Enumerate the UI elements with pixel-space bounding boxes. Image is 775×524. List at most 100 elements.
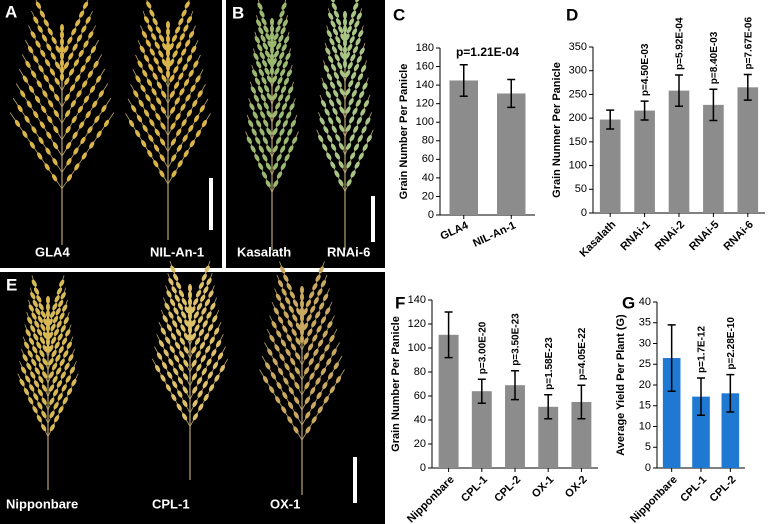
grain <box>193 114 200 123</box>
grain <box>190 332 197 341</box>
grain <box>154 364 161 373</box>
grain <box>103 119 110 127</box>
grain <box>159 138 166 146</box>
grain <box>292 136 298 144</box>
grain <box>265 33 271 41</box>
grain <box>276 59 282 68</box>
grain <box>322 293 329 301</box>
grain <box>282 391 288 400</box>
grain <box>303 367 310 375</box>
error-bar <box>606 109 615 130</box>
grain <box>67 36 73 45</box>
grain <box>168 311 174 319</box>
grain <box>258 162 264 170</box>
grain <box>60 66 64 74</box>
grain <box>362 143 368 151</box>
error-bar <box>726 373 735 413</box>
grain <box>172 50 178 58</box>
grain <box>330 20 336 28</box>
grain <box>188 312 192 320</box>
grain <box>153 160 159 168</box>
grain <box>50 336 57 345</box>
bar <box>497 93 526 215</box>
grain <box>300 300 304 308</box>
grain <box>189 139 195 148</box>
grain <box>293 426 299 434</box>
grain <box>147 150 153 158</box>
grain <box>98 90 104 98</box>
grain <box>69 366 76 374</box>
grain <box>201 119 208 128</box>
grain <box>272 145 278 153</box>
grain <box>35 1 42 9</box>
grain <box>133 90 139 98</box>
grain <box>360 65 367 73</box>
grain <box>33 16 39 24</box>
grain <box>35 40 41 48</box>
grain <box>249 103 255 111</box>
grain <box>256 60 262 69</box>
bar <box>721 393 740 468</box>
grain <box>303 352 309 360</box>
grain <box>25 60 31 68</box>
grain <box>60 59 64 67</box>
grain <box>71 115 77 124</box>
grain <box>319 117 325 125</box>
grain <box>265 162 272 170</box>
panel-letter: A <box>5 2 17 21</box>
grain <box>159 154 165 162</box>
grain <box>333 71 340 80</box>
grain <box>283 274 289 282</box>
grain <box>54 77 60 85</box>
grain <box>283 77 290 86</box>
grain <box>319 353 325 361</box>
grain <box>334 170 340 178</box>
grain <box>54 295 60 303</box>
grain <box>28 304 34 312</box>
grain <box>326 73 333 81</box>
grain <box>294 367 301 375</box>
grain <box>64 362 70 371</box>
grain <box>257 44 263 52</box>
grain <box>49 310 56 319</box>
grain <box>320 367 327 376</box>
grain <box>198 328 205 337</box>
grain <box>152 72 158 80</box>
grain <box>149 119 155 127</box>
grain <box>50 52 56 60</box>
grain <box>143 109 150 117</box>
grain <box>190 84 196 93</box>
grain <box>188 124 194 132</box>
grain <box>178 289 185 298</box>
grain <box>87 126 93 134</box>
grain <box>166 70 170 78</box>
grain <box>25 375 31 383</box>
grain <box>175 113 181 121</box>
bar <box>449 80 478 215</box>
panel-letter: B <box>232 3 244 22</box>
grain <box>217 352 224 360</box>
grain <box>292 299 299 307</box>
grain <box>353 143 360 151</box>
y-tick-label: 5 <box>645 441 651 453</box>
grain <box>82 80 88 88</box>
grain <box>174 354 180 363</box>
scale-bar <box>209 178 213 230</box>
grain <box>333 362 339 370</box>
grain <box>304 396 311 404</box>
grain <box>186 109 193 117</box>
grain <box>353 63 360 72</box>
grain <box>347 62 353 70</box>
grain <box>273 33 279 41</box>
grain <box>266 127 272 136</box>
grain <box>281 2 287 10</box>
grain <box>285 52 291 61</box>
grain <box>65 125 71 134</box>
grain <box>60 52 64 60</box>
grain <box>198 281 205 290</box>
grain <box>257 2 263 10</box>
grain <box>32 299 38 308</box>
grain <box>40 49 46 58</box>
grain <box>41 397 47 405</box>
